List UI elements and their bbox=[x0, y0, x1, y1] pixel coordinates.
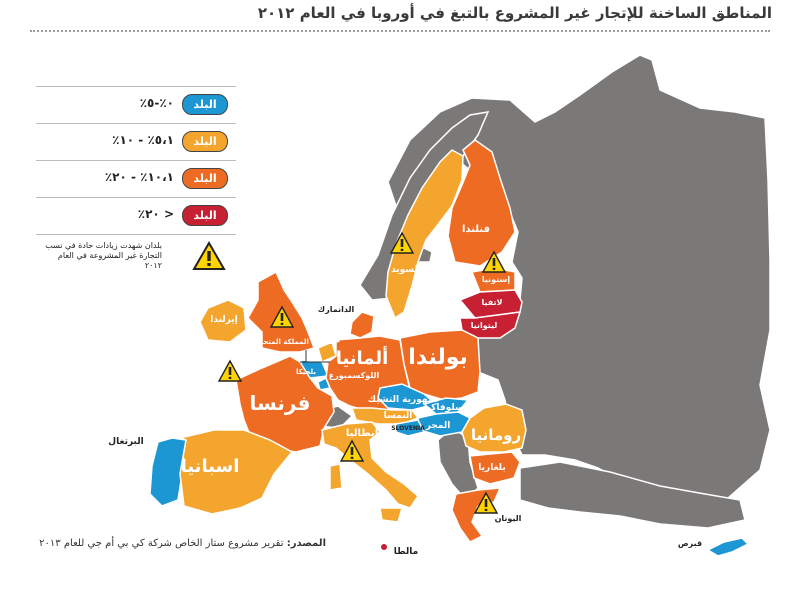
label-latvia: لاتفيا bbox=[482, 298, 503, 307]
country-slovakia bbox=[422, 397, 470, 415]
leader-lines bbox=[300, 350, 330, 363]
label-italy: إيطاليا bbox=[346, 428, 378, 439]
label-denmark: الدانمارك bbox=[318, 305, 355, 314]
legend-swatch-blue: البلد bbox=[182, 94, 228, 115]
label-cyprus: قبرص bbox=[678, 539, 702, 549]
label-bulgaria: بلغاريا bbox=[478, 463, 505, 473]
source-note: المصدر: تقرير مشروع ستار الخاص شركة كي ب… bbox=[30, 538, 326, 549]
legend-range-label: ٥،١٪ - ١٠٪ bbox=[112, 133, 174, 147]
legend-item: البلد ٥،١٪ - ١٠٪ bbox=[36, 124, 236, 161]
warning-icon bbox=[481, 250, 507, 273]
label-belgium: بلجيكا bbox=[296, 368, 316, 376]
label-malta: مالطا bbox=[394, 547, 418, 557]
legend-warning-item: بلدان شهدت زيادات حادة في نسب التجارة غي… bbox=[36, 235, 236, 289]
label-slovakia: سلوفاكيا bbox=[424, 403, 464, 413]
legend-item: البلد ٠٪-٥٪ bbox=[36, 86, 236, 124]
label-sweden: السويد bbox=[391, 265, 421, 275]
country-bulgaria bbox=[469, 451, 521, 485]
label-portugal: البرتغال bbox=[108, 437, 143, 447]
country-romania bbox=[461, 403, 527, 453]
warning-icon bbox=[389, 231, 415, 254]
warning-icon bbox=[339, 439, 365, 462]
non-eu-landmass bbox=[315, 54, 771, 529]
label-lithuania: ليتوانيا bbox=[471, 321, 498, 330]
warning-icon bbox=[217, 359, 243, 382]
label-uk: المملكة المتحدة bbox=[255, 338, 309, 346]
warning-icon bbox=[192, 241, 226, 270]
country-slovenia bbox=[395, 419, 426, 437]
label-austria: النمسا bbox=[384, 411, 413, 421]
country-spain bbox=[177, 429, 294, 515]
country-portugal bbox=[149, 437, 187, 507]
source-label: المصدر: bbox=[286, 538, 326, 549]
country-italy-sardinia bbox=[329, 463, 343, 491]
label-spain: اسبانيا bbox=[181, 456, 240, 477]
source-text: تقرير مشروع ستار الخاص شركة كي بي أم جي … bbox=[39, 538, 284, 549]
legend-warning-label: بلدان شهدت زيادات حادة في نسب التجارة غي… bbox=[45, 241, 162, 270]
label-netherlands: هولندا bbox=[316, 335, 341, 344]
country-italy-sicily bbox=[379, 507, 403, 523]
title-divider bbox=[30, 30, 770, 32]
label-greece: اليونان bbox=[495, 514, 522, 523]
country-czech bbox=[377, 383, 438, 411]
country-ireland bbox=[199, 299, 247, 343]
label-estonia: إستونيا bbox=[482, 275, 510, 284]
country-poland bbox=[399, 329, 481, 401]
legend-range-label: ٠٪-٥٪ bbox=[139, 96, 174, 110]
label-luxembourg: اللوكسمبورغ bbox=[329, 371, 380, 380]
label-finland: فنلندا bbox=[462, 224, 490, 235]
country-labels: فنلندا السويد إستونيا لاتفيا ليتوانيا ال… bbox=[108, 224, 702, 557]
label-slovenia: SLOVENIA bbox=[391, 425, 425, 432]
country-france bbox=[235, 355, 335, 453]
label-poland: بولندا bbox=[408, 345, 468, 370]
legend-swatch-orange: البلد bbox=[182, 168, 228, 189]
country-cyprus bbox=[706, 537, 750, 557]
label-ireland: إيرلندا bbox=[210, 315, 237, 325]
legend-swatch-red: البلد bbox=[182, 205, 228, 226]
legend: البلد ٠٪-٥٪ البلد ٥،١٪ - ١٠٪ البلد ١٠،١٪… bbox=[36, 86, 236, 289]
legend-item: البلد < ٢٠٪ bbox=[36, 198, 236, 235]
country-finland bbox=[447, 139, 516, 267]
legend-range-label: < ٢٠٪ bbox=[137, 207, 174, 221]
legend-swatch-light-orange: البلد bbox=[182, 131, 228, 152]
map-title: المناطق الساخنة للإتجار غير المشروع بالت… bbox=[257, 4, 772, 22]
eu-countries bbox=[149, 139, 750, 557]
country-denmark bbox=[349, 311, 375, 339]
label-czech: جمهورية التشيك bbox=[368, 395, 441, 405]
warning-icon bbox=[269, 305, 295, 328]
label-hungary: المجر bbox=[425, 421, 451, 431]
legend-item: البلد ١٠،١٪ - ٢٠٪ bbox=[36, 161, 236, 198]
legend-range-label: ١٠،١٪ - ٢٠٪ bbox=[104, 170, 174, 184]
label-germany: ألمانيا bbox=[336, 346, 389, 369]
country-greece bbox=[451, 487, 502, 543]
sharp-increase-markers bbox=[217, 231, 507, 514]
label-france: فرنسا bbox=[250, 391, 311, 415]
country-malta bbox=[381, 544, 387, 550]
label-romania: رومانيا bbox=[471, 426, 521, 444]
warning-icon bbox=[473, 491, 499, 514]
